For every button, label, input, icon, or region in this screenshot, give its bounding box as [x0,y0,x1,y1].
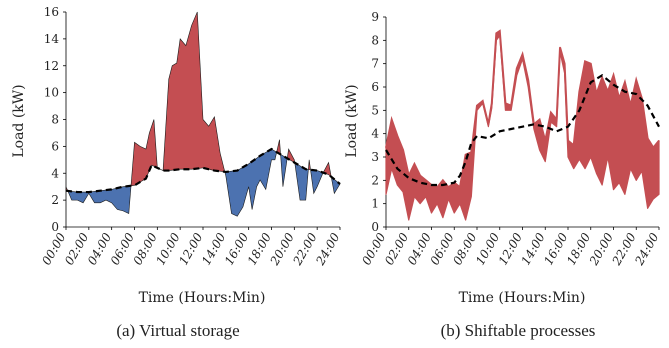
y-tick-label: 16 [44,5,59,19]
area-below-baseline [310,169,324,195]
virtual-storage-y-axis-label: Load (kW) [11,84,27,157]
y-tick-label: 6 [371,80,379,94]
y-tick-label: 8 [51,113,59,127]
y-tick-label: 12 [44,59,59,73]
shiftable-processes-y-axis: 0 1 2 3 4 5 6 7 8 9 [371,10,386,234]
shiftable-processes-plot-area [385,17,660,228]
area-above-baseline [322,161,332,178]
area-above-baseline [130,11,226,187]
x-tick-label: 24:00 [313,230,343,268]
panel-virtual-storage: 0 2 4 6 8 10 12 14 16 00:0002:0004:0006:0008:001… [11,5,343,340]
area-below-baseline [224,148,278,217]
x-tick-label: 24:00 [632,230,662,268]
virtual-storage-plot-area [65,11,341,228]
y-tick-label: 1 [371,197,379,211]
y-tick-label: 9 [371,10,379,24]
y-tick-label: 0 [51,220,59,234]
area-above-baseline [308,159,311,171]
y-tick-label: 4 [51,166,59,180]
y-tick-label: 7 [371,57,379,71]
baseline-dashed-line [385,73,660,187]
y-tick-label: 10 [44,86,59,100]
shiftable-load-band [385,30,660,221]
y-tick-label: 14 [44,32,60,46]
virtual-storage-x-axis: 00:0002:0004:0006:0008:0010:0012:0014:00… [39,227,343,268]
y-tick-label: 2 [51,193,59,207]
shiftable-processes-x-axis: 00:0002:0004:0006:0008:0010:0012:0014:00… [359,227,662,268]
area-above-baseline [286,148,296,164]
shiftable-processes-caption: (b) Shiftable processes [441,321,596,340]
y-tick-label: 2 [371,173,379,187]
panel-shiftable-processes: 0 1 2 3 4 5 6 7 8 9 00:0002:0004:0006:0008:0010:0… [344,10,662,340]
shiftable-processes-x-axis-label: Time (Hours:Min) [459,290,586,306]
y-tick-label: 3 [371,150,379,164]
area-below-baseline [280,153,288,187]
y-tick-label: 6 [51,139,59,153]
y-tick-label: 4 [371,127,379,141]
y-tick-label: 0 [371,220,379,234]
shiftable-processes-y-axis-label: Load (kW) [344,84,360,157]
y-tick-label: 5 [371,103,379,117]
virtual-storage-y-axis: 0 2 4 6 8 10 12 14 16 [44,5,66,234]
y-tick-label: 8 [371,33,379,47]
virtual-storage-caption: (a) Virtual storage [116,321,239,340]
virtual-storage-x-axis-label: Time (Hours:Min) [139,290,266,306]
